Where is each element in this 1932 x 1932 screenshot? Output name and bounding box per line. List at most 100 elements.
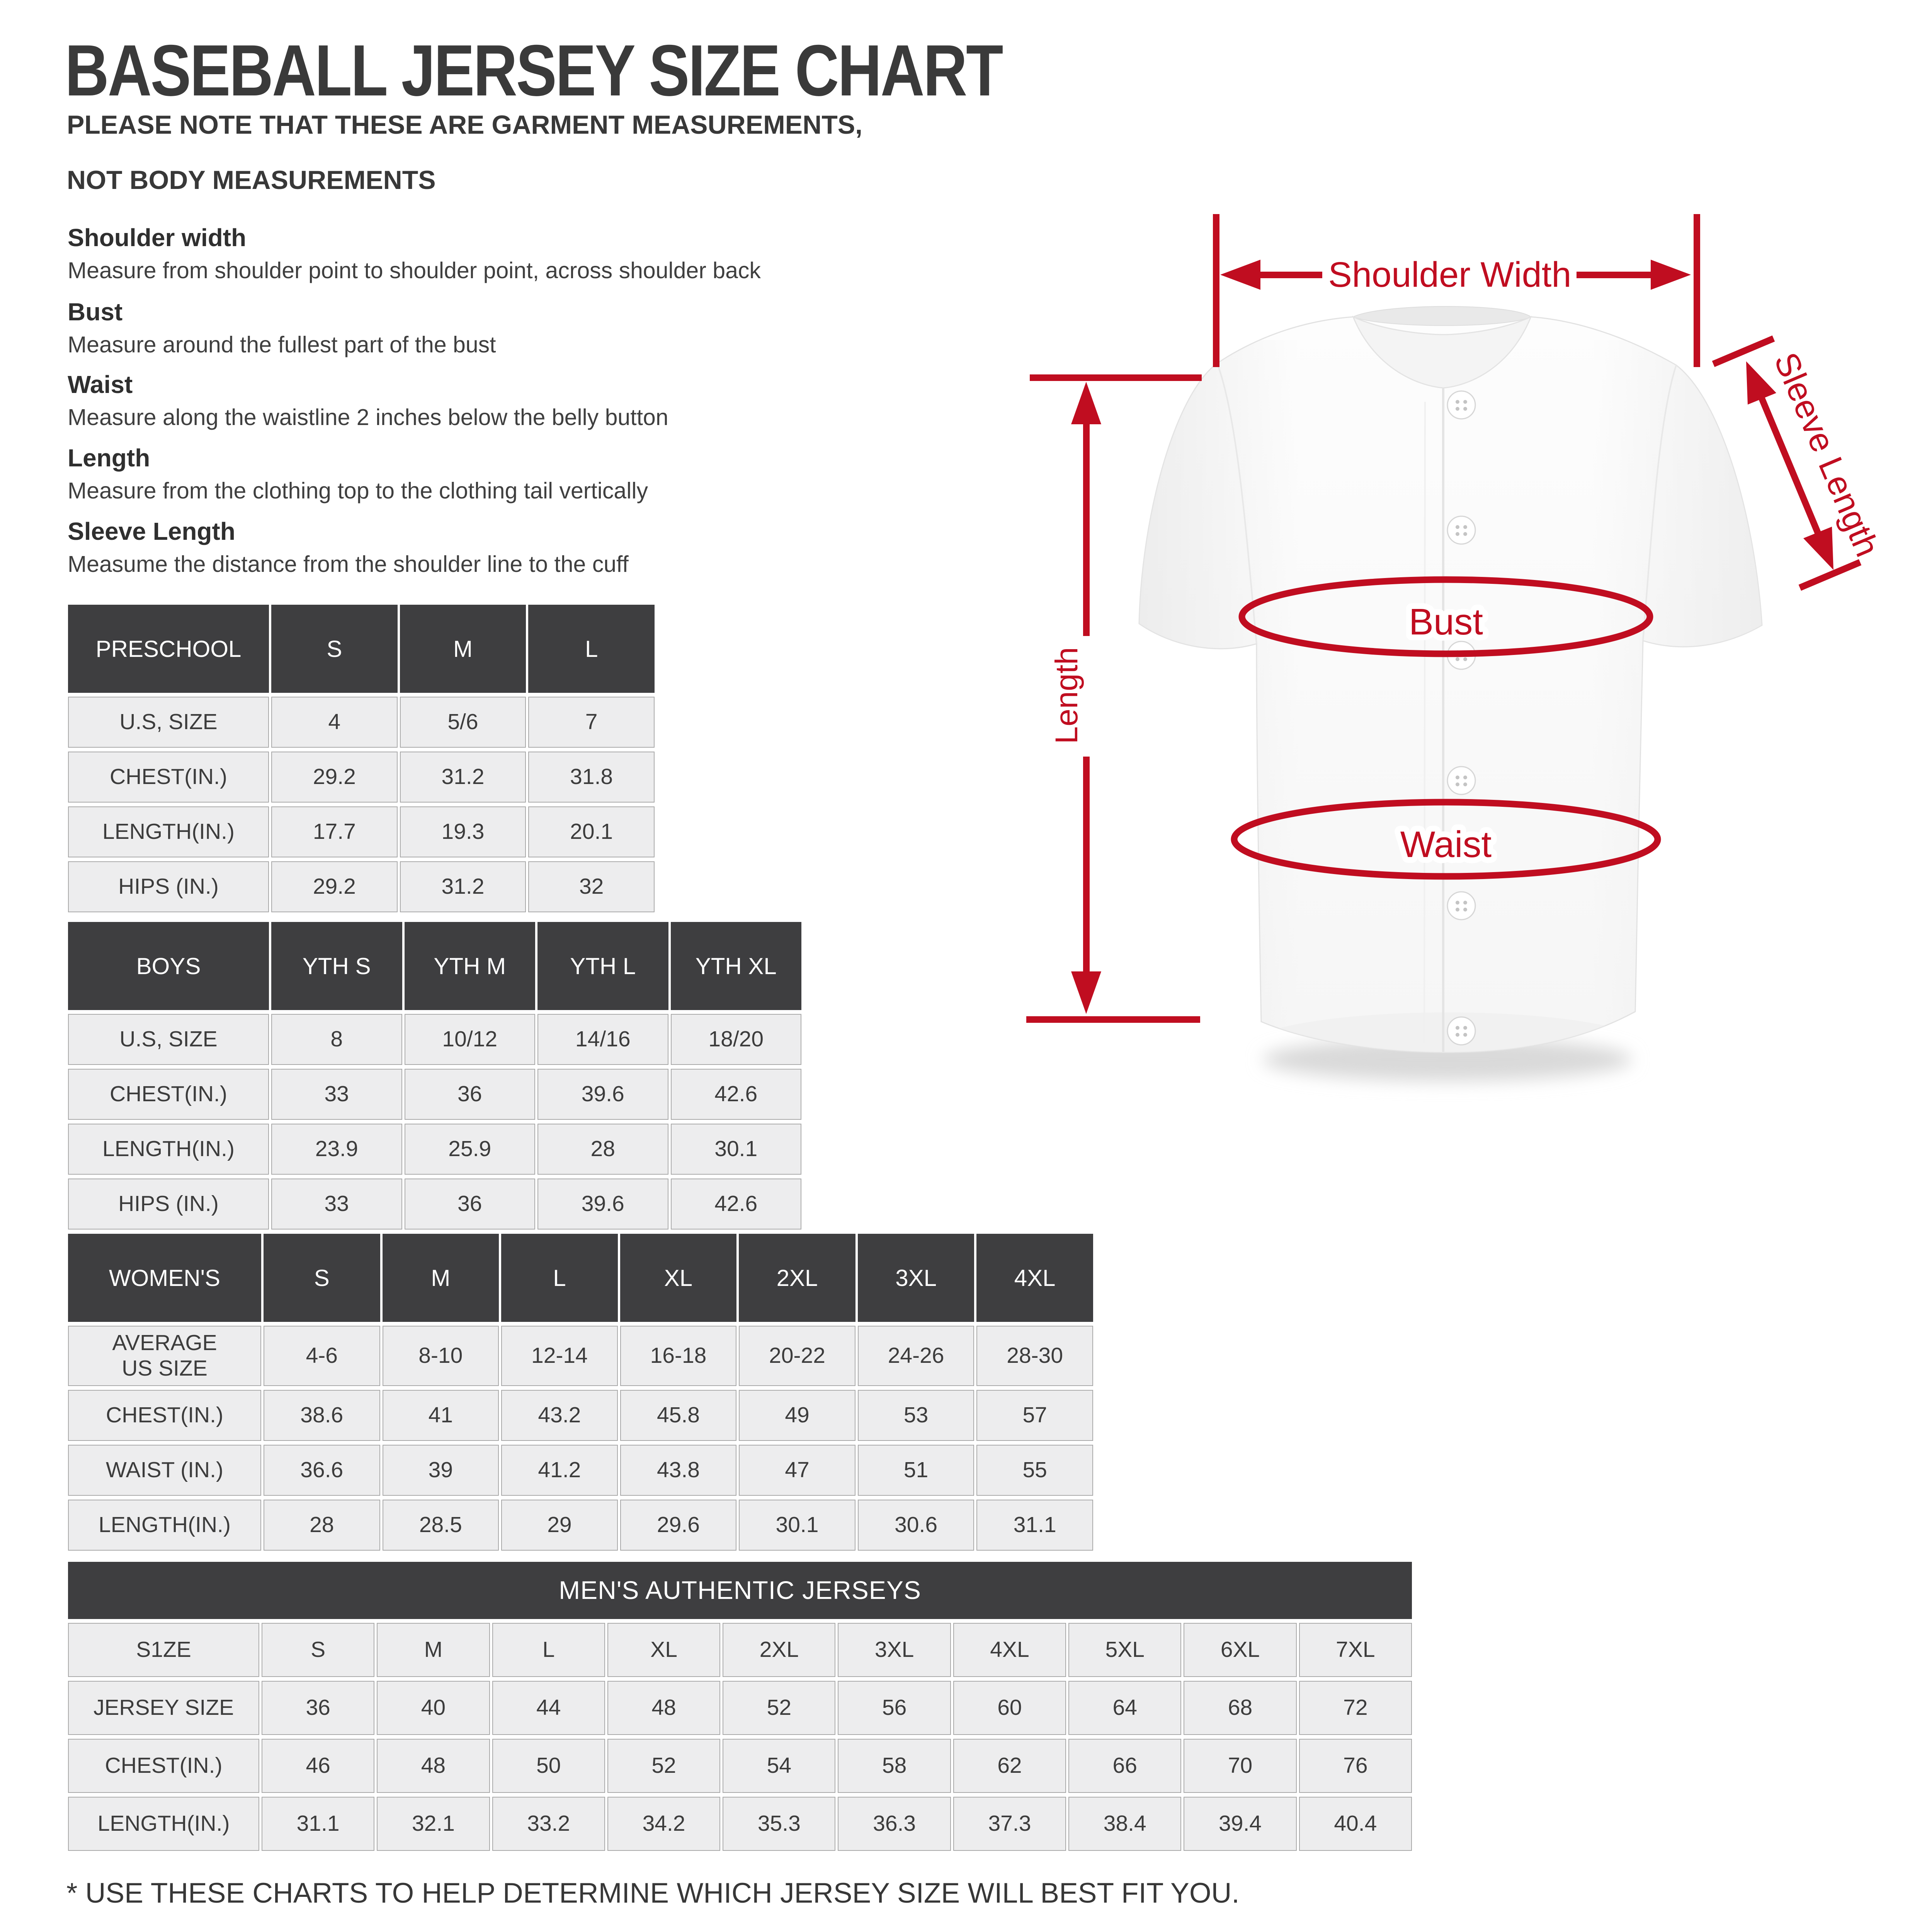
bust-annotation: Bust — [1238, 576, 1653, 657]
row-header-cell: AVERAGE US SIZE — [68, 1326, 261, 1386]
size-header-cell: 3XL — [838, 1623, 951, 1677]
table-row: AVERAGE US SIZE 4-6 8-10 12-14 16-18 20-22 24-… — [68, 1326, 1093, 1386]
jersey-buttons — [1447, 390, 1476, 1046]
definition-desc: Measume the distance from the shoulder l… — [68, 551, 629, 577]
size-header-cell: 4XL — [976, 1234, 1093, 1322]
value-cell: 40.4 — [1299, 1797, 1412, 1851]
value-cell: 20.1 — [528, 806, 655, 857]
row-header-cell: HIPS (IN.) — [68, 1179, 269, 1230]
definition-term: Shoulder width — [68, 224, 247, 252]
size-header-cell: XL — [607, 1623, 721, 1677]
value-cell: 42.6 — [670, 1069, 801, 1120]
table-row: HIPS (IN.) 29.2 31.2 32 — [68, 861, 655, 912]
table-row: CHEST(IN.) 46 48 50 52 54 58 62 66 70 76 — [68, 1739, 1412, 1793]
size-header-cell: YTH S — [271, 922, 402, 1010]
table-row: CHEST(IN.) 33 36 39.6 42.6 — [68, 1069, 801, 1120]
row-header-cell: WAIST (IN.) — [68, 1445, 261, 1496]
value-cell: 28.5 — [382, 1500, 499, 1551]
value-cell: 31.2 — [400, 752, 526, 803]
size-header-cell: L — [492, 1623, 605, 1677]
value-cell: 52 — [607, 1739, 721, 1793]
value-cell: 44 — [492, 1681, 605, 1735]
value-cell: 10/12 — [404, 1014, 535, 1065]
row-header-cell: U.S, SIZE — [68, 697, 269, 748]
value-cell: 8 — [271, 1014, 402, 1065]
value-cell: 53 — [857, 1390, 975, 1441]
row-header-cell: CHEST(IN.) — [68, 1739, 259, 1793]
value-cell: 72 — [1299, 1681, 1412, 1735]
definition-term: Bust — [68, 298, 123, 326]
value-cell: 30.1 — [670, 1124, 801, 1175]
value-cell: 28 — [537, 1124, 668, 1175]
value-cell: 18/20 — [670, 1014, 801, 1065]
table-corner-cell: WOMEN'S — [68, 1234, 261, 1322]
definition-desc: Measure from shoulder point to shoulder … — [68, 258, 761, 283]
size-header-cell: L — [528, 605, 655, 693]
value-cell: 32 — [528, 861, 655, 912]
boys-size-table: BOYS YTH S YTH M YTH L YTH XL U.S, SIZE 8 10/12… — [66, 918, 804, 1233]
value-cell: 31.2 — [400, 861, 526, 912]
table-row: CHEST(IN.) 29.2 31.2 31.8 — [68, 752, 655, 803]
row-header-cell: CHEST(IN.) — [68, 1069, 269, 1120]
value-cell: 43.2 — [501, 1390, 618, 1441]
shoulder-width-label: Shoulder Width — [1328, 255, 1571, 294]
size-header-cell: M — [400, 605, 526, 693]
value-cell: 25.9 — [404, 1124, 535, 1175]
definition-length: Length Measure from the clothing top to … — [68, 444, 1014, 504]
size-header-cell: 2XL — [723, 1623, 836, 1677]
size-header-cell: YTH XL — [670, 922, 801, 1010]
waist-annotation: Waist — [1231, 799, 1661, 880]
size-header-cell: L — [501, 1234, 618, 1322]
value-cell: 41.2 — [501, 1445, 618, 1496]
value-cell: 42.6 — [670, 1179, 801, 1230]
value-cell: 35.3 — [723, 1797, 836, 1851]
value-cell: 36.6 — [264, 1445, 380, 1496]
value-cell: 45.8 — [620, 1390, 737, 1441]
value-cell: 39.6 — [537, 1179, 668, 1230]
collar-v-neck — [1352, 316, 1532, 389]
value-cell: 68 — [1184, 1681, 1297, 1735]
definition-desc: Measure along the waistline 2 inches bel… — [68, 405, 668, 430]
value-cell: 37.3 — [953, 1797, 1066, 1851]
value-cell: 31.1 — [262, 1797, 375, 1851]
page-title: BASEBALL JERSEY SIZE CHART — [65, 30, 1003, 111]
size-header-cell: S — [262, 1623, 375, 1677]
row-header-cell: LENGTH(IN.) — [68, 1500, 261, 1551]
value-cell: 30.6 — [857, 1500, 975, 1551]
table-row: HIPS (IN.) 33 36 39.6 42.6 — [68, 1179, 801, 1230]
row-header-cell: LENGTH(IN.) — [68, 1797, 259, 1851]
table-row: U.S, SIZE 4 5/6 7 — [68, 697, 655, 748]
value-cell: 49 — [739, 1390, 855, 1441]
value-cell: 76 — [1299, 1739, 1412, 1793]
value-cell: 39.4 — [1184, 1797, 1297, 1851]
table-row: LENGTH(IN.) 23.9 25.9 28 30.1 — [68, 1124, 801, 1175]
value-cell: 38.6 — [264, 1390, 380, 1441]
size-header-cell: 3XL — [857, 1234, 975, 1322]
value-cell: 46 — [262, 1739, 375, 1793]
mens-size-table: MEN'S AUTHENTIC JERSEYS S1ZE S M L XL 2XL 3XL 4X… — [66, 1558, 1414, 1855]
bust-label: Bust — [1409, 601, 1483, 643]
value-cell: 56 — [838, 1681, 951, 1735]
shoulder-width-annotation: Shoulder Width — [1213, 214, 1700, 367]
value-cell: 51 — [857, 1445, 975, 1496]
row-header-cell: CHEST(IN.) — [68, 752, 269, 803]
definition-term: Length — [68, 444, 150, 472]
value-cell: 36 — [262, 1681, 375, 1735]
value-cell: 12-14 — [501, 1326, 618, 1386]
row-header-cell: U.S, SIZE — [68, 1014, 269, 1065]
value-cell: 34.2 — [607, 1797, 721, 1851]
definition-desc: Measure around the fullest part of the b… — [68, 332, 496, 357]
row-header-cell: LENGTH(IN.) — [68, 1124, 269, 1175]
value-cell: 36.3 — [838, 1797, 951, 1851]
value-cell: 33.2 — [492, 1797, 605, 1851]
definition-term: Waist — [68, 371, 133, 398]
value-cell: 33 — [271, 1069, 402, 1120]
value-cell: 39.6 — [537, 1069, 668, 1120]
value-cell: 14/16 — [537, 1014, 668, 1065]
value-cell: 70 — [1184, 1739, 1297, 1793]
size-header-cell: YTH M — [404, 922, 535, 1010]
page-subtitle: PLEASE NOTE THAT THESE ARE GARMENT MEASU… — [67, 110, 862, 195]
jersey-illustration — [1138, 306, 1763, 1053]
table-row: WAIST (IN.) 36.6 39 41.2 43.8 47 51 55 — [68, 1445, 1093, 1496]
row-header-cell: HIPS (IN.) — [68, 861, 269, 912]
